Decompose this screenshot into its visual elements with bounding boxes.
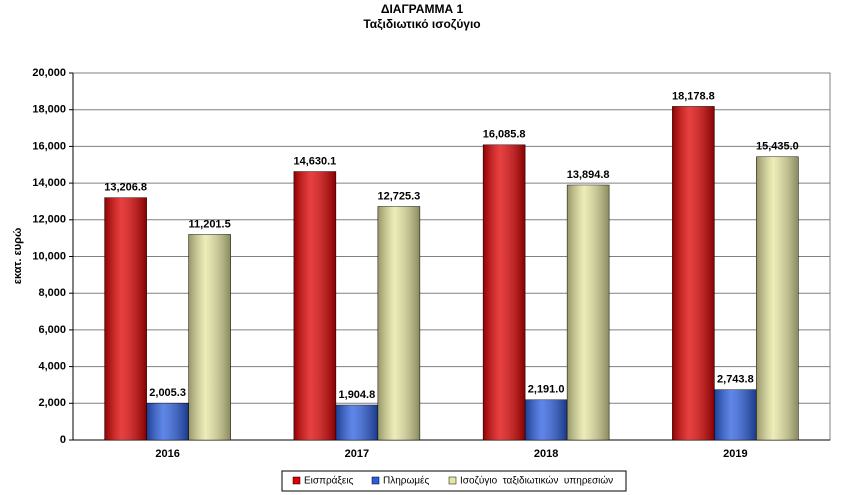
bar-shade: [377, 206, 420, 440]
bar-shade: [188, 234, 231, 440]
y-tick-label: 8,000: [38, 287, 66, 299]
legend-swatch: [371, 476, 380, 485]
legend-label: Εισπράξεις: [304, 475, 354, 487]
y-tick-label: 20,000: [32, 67, 66, 79]
x-tick-label: 2019: [723, 448, 747, 460]
bar-shade: [335, 405, 378, 440]
y-tick-label: 0: [60, 434, 66, 446]
y-tick-label: 12,000: [32, 214, 66, 226]
y-tick-label: 16,000: [32, 140, 66, 152]
bar-shade: [714, 389, 757, 440]
y-tick-label: 2,000: [38, 397, 66, 409]
chart-title: ΔΙΑΓΡΑΜΜΑ 1: [381, 2, 464, 16]
bar-shade: [146, 403, 189, 440]
y-tick-label: 10,000: [32, 250, 66, 262]
bar-shade: [104, 197, 147, 440]
data-label: 13,206.8: [104, 182, 147, 194]
data-label: 1,904.8: [339, 389, 376, 401]
legend-swatch: [292, 476, 301, 485]
legend-swatch: [448, 476, 457, 485]
bar-shade: [567, 185, 610, 440]
data-label: 11,201.5: [189, 218, 231, 230]
bar-shade: [756, 156, 799, 440]
data-label: 14,630.1: [293, 155, 336, 167]
bar-shade: [483, 144, 526, 441]
x-tick-label: 2016: [155, 448, 179, 460]
y-tick-label: 18,000: [32, 104, 66, 116]
data-label: 2,743.8: [717, 374, 754, 386]
bar-shade: [672, 106, 715, 441]
legend-label: Πληρωμές: [383, 475, 429, 487]
data-label: 2,191.0: [528, 384, 565, 396]
y-tick-label: 14,000: [32, 177, 66, 189]
y-tick-label: 4,000: [38, 361, 66, 373]
y-tick-label: 6,000: [38, 324, 66, 336]
y-axis-label: εκατ. ευρώ: [12, 228, 24, 285]
bar-shade: [525, 399, 568, 440]
data-label: 16,085.8: [483, 129, 526, 141]
data-label: 15,435.0: [756, 141, 799, 153]
chart-subtitle: Ταξιδιωτικό ισοζύγιο: [363, 17, 480, 31]
data-label: 12,725.3: [377, 190, 420, 202]
legend-label: Ισοζύγιο ταξιδιωτικών υπηρεσιών: [460, 475, 613, 487]
data-label: 13,894.8: [567, 169, 610, 181]
x-tick-label: 2018: [534, 448, 558, 460]
data-label: 18,178.8: [672, 90, 715, 102]
bar-shade: [293, 171, 336, 440]
data-label: 2,005.3: [149, 387, 186, 399]
x-tick-label: 2017: [345, 448, 369, 460]
